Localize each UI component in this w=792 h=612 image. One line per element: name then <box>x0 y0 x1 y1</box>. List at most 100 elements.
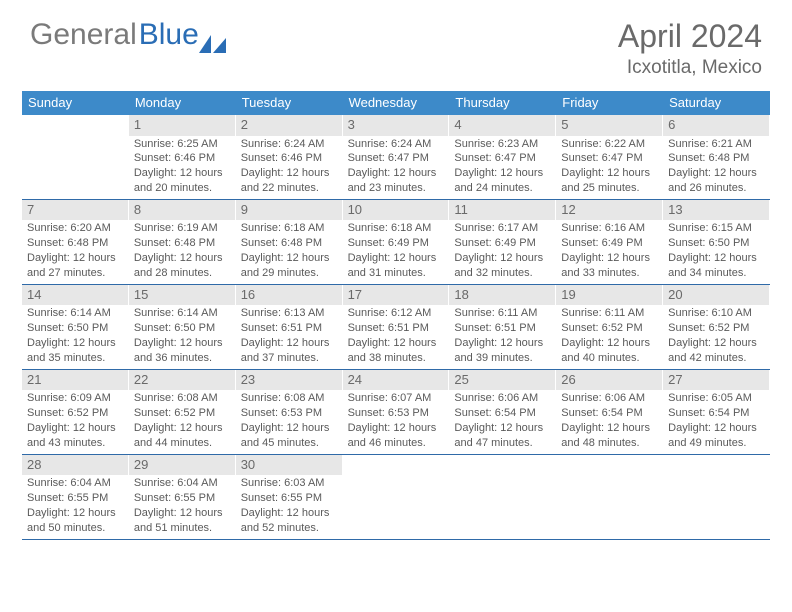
day-details: Sunrise: 6:11 AMSunset: 6:52 PMDaylight:… <box>556 306 662 368</box>
day-cell: 5Sunrise: 6:22 AMSunset: 6:47 PMDaylight… <box>556 115 663 199</box>
dow-monday: Monday <box>129 91 236 115</box>
day-details: Sunrise: 6:15 AMSunset: 6:50 PMDaylight:… <box>663 221 769 283</box>
dow-saturday: Saturday <box>663 91 770 115</box>
day-cell: 28Sunrise: 6:04 AMSunset: 6:55 PMDayligh… <box>22 455 129 539</box>
day-cell: 29Sunrise: 6:04 AMSunset: 6:55 PMDayligh… <box>129 455 236 539</box>
day-details: Sunrise: 6:10 AMSunset: 6:52 PMDaylight:… <box>663 306 769 368</box>
day-details: Sunrise: 6:08 AMSunset: 6:52 PMDaylight:… <box>129 391 235 453</box>
day-of-week-header: SundayMondayTuesdayWednesdayThursdayFrid… <box>22 91 770 115</box>
dow-tuesday: Tuesday <box>236 91 343 115</box>
week-row: 21Sunrise: 6:09 AMSunset: 6:52 PMDayligh… <box>22 370 770 455</box>
day-cell: 10Sunrise: 6:18 AMSunset: 6:49 PMDayligh… <box>343 200 450 284</box>
day-cell: 30Sunrise: 6:03 AMSunset: 6:55 PMDayligh… <box>236 455 343 539</box>
day-cell: 20Sunrise: 6:10 AMSunset: 6:52 PMDayligh… <box>663 285 770 369</box>
day-number: 1 <box>129 115 235 136</box>
month-title: April 2024 <box>618 18 762 55</box>
day-details: Sunrise: 6:16 AMSunset: 6:49 PMDaylight:… <box>556 221 662 283</box>
day-number: 4 <box>449 115 555 136</box>
brand-part1: General <box>30 18 137 52</box>
day-details: Sunrise: 6:07 AMSunset: 6:53 PMDaylight:… <box>343 391 449 453</box>
day-cell <box>343 455 450 539</box>
calendar: SundayMondayTuesdayWednesdayThursdayFrid… <box>22 91 770 540</box>
day-details: Sunrise: 6:24 AMSunset: 6:46 PMDaylight:… <box>236 137 342 199</box>
day-number: 2 <box>236 115 342 136</box>
day-details: Sunrise: 6:20 AMSunset: 6:48 PMDaylight:… <box>22 221 128 283</box>
week-row: 28Sunrise: 6:04 AMSunset: 6:55 PMDayligh… <box>22 455 770 540</box>
day-cell: 1Sunrise: 6:25 AMSunset: 6:46 PMDaylight… <box>129 115 236 199</box>
day-number: 26 <box>556 370 662 391</box>
day-number: 17 <box>343 285 449 306</box>
day-cell <box>22 115 129 199</box>
day-cell: 8Sunrise: 6:19 AMSunset: 6:48 PMDaylight… <box>129 200 236 284</box>
brand-logo: GeneralBlue <box>30 18 227 52</box>
day-number: 15 <box>129 285 235 306</box>
page-header: GeneralBlue April 2024 Icxotitla, Mexico <box>0 0 792 87</box>
day-cell: 13Sunrise: 6:15 AMSunset: 6:50 PMDayligh… <box>663 200 770 284</box>
day-details: Sunrise: 6:21 AMSunset: 6:48 PMDaylight:… <box>663 137 769 199</box>
day-details: Sunrise: 6:06 AMSunset: 6:54 PMDaylight:… <box>449 391 555 453</box>
day-cell: 26Sunrise: 6:06 AMSunset: 6:54 PMDayligh… <box>556 370 663 454</box>
day-number: 13 <box>663 200 769 221</box>
brand-part2: Blue <box>139 18 199 52</box>
day-cell: 24Sunrise: 6:07 AMSunset: 6:53 PMDayligh… <box>343 370 450 454</box>
location-label: Icxotitla, Mexico <box>618 57 762 79</box>
day-number: 23 <box>236 370 342 391</box>
day-cell: 7Sunrise: 6:20 AMSunset: 6:48 PMDaylight… <box>22 200 129 284</box>
day-details: Sunrise: 6:05 AMSunset: 6:54 PMDaylight:… <box>663 391 769 453</box>
day-details: Sunrise: 6:19 AMSunset: 6:48 PMDaylight:… <box>129 221 235 283</box>
day-cell: 11Sunrise: 6:17 AMSunset: 6:49 PMDayligh… <box>449 200 556 284</box>
day-details: Sunrise: 6:09 AMSunset: 6:52 PMDaylight:… <box>22 391 128 453</box>
day-details: Sunrise: 6:11 AMSunset: 6:51 PMDaylight:… <box>449 306 555 368</box>
day-cell <box>556 455 663 539</box>
day-number: 8 <box>129 200 235 221</box>
day-number: 18 <box>449 285 555 306</box>
day-details: Sunrise: 6:24 AMSunset: 6:47 PMDaylight:… <box>343 137 449 199</box>
day-details: Sunrise: 6:03 AMSunset: 6:55 PMDaylight:… <box>236 476 342 538</box>
day-details: Sunrise: 6:06 AMSunset: 6:54 PMDaylight:… <box>556 391 662 453</box>
day-number: 11 <box>449 200 555 221</box>
day-number: 25 <box>449 370 555 391</box>
day-details: Sunrise: 6:23 AMSunset: 6:47 PMDaylight:… <box>449 137 555 199</box>
day-number: 30 <box>236 455 342 476</box>
day-number: 22 <box>129 370 235 391</box>
day-number: 24 <box>343 370 449 391</box>
day-cell <box>449 455 556 539</box>
day-number: 28 <box>22 455 128 476</box>
weeks-container: 1Sunrise: 6:25 AMSunset: 6:46 PMDaylight… <box>22 115 770 540</box>
day-number: 14 <box>22 285 128 306</box>
day-details: Sunrise: 6:12 AMSunset: 6:51 PMDaylight:… <box>343 306 449 368</box>
day-cell: 19Sunrise: 6:11 AMSunset: 6:52 PMDayligh… <box>556 285 663 369</box>
day-cell: 9Sunrise: 6:18 AMSunset: 6:48 PMDaylight… <box>236 200 343 284</box>
dow-thursday: Thursday <box>449 91 556 115</box>
day-number: 21 <box>22 370 128 391</box>
day-number: 29 <box>129 455 235 476</box>
day-cell: 27Sunrise: 6:05 AMSunset: 6:54 PMDayligh… <box>663 370 770 454</box>
dow-wednesday: Wednesday <box>343 91 450 115</box>
day-cell: 12Sunrise: 6:16 AMSunset: 6:49 PMDayligh… <box>556 200 663 284</box>
day-details: Sunrise: 6:14 AMSunset: 6:50 PMDaylight:… <box>129 306 235 368</box>
day-cell: 14Sunrise: 6:14 AMSunset: 6:50 PMDayligh… <box>22 285 129 369</box>
day-number: 5 <box>556 115 662 136</box>
day-cell: 22Sunrise: 6:08 AMSunset: 6:52 PMDayligh… <box>129 370 236 454</box>
day-details: Sunrise: 6:25 AMSunset: 6:46 PMDaylight:… <box>129 137 235 199</box>
dow-friday: Friday <box>556 91 663 115</box>
day-details: Sunrise: 6:14 AMSunset: 6:50 PMDaylight:… <box>22 306 128 368</box>
day-cell: 4Sunrise: 6:23 AMSunset: 6:47 PMDaylight… <box>449 115 556 199</box>
day-cell: 17Sunrise: 6:12 AMSunset: 6:51 PMDayligh… <box>343 285 450 369</box>
day-details: Sunrise: 6:04 AMSunset: 6:55 PMDaylight:… <box>22 476 128 538</box>
week-row: 14Sunrise: 6:14 AMSunset: 6:50 PMDayligh… <box>22 285 770 370</box>
day-number: 6 <box>663 115 769 136</box>
day-details: Sunrise: 6:13 AMSunset: 6:51 PMDaylight:… <box>236 306 342 368</box>
week-row: 7Sunrise: 6:20 AMSunset: 6:48 PMDaylight… <box>22 200 770 285</box>
day-cell: 15Sunrise: 6:14 AMSunset: 6:50 PMDayligh… <box>129 285 236 369</box>
day-details: Sunrise: 6:18 AMSunset: 6:49 PMDaylight:… <box>343 221 449 283</box>
day-cell: 25Sunrise: 6:06 AMSunset: 6:54 PMDayligh… <box>449 370 556 454</box>
day-number: 7 <box>22 200 128 221</box>
day-number: 20 <box>663 285 769 306</box>
day-cell: 3Sunrise: 6:24 AMSunset: 6:47 PMDaylight… <box>343 115 450 199</box>
day-cell: 18Sunrise: 6:11 AMSunset: 6:51 PMDayligh… <box>449 285 556 369</box>
day-number: 10 <box>343 200 449 221</box>
week-row: 1Sunrise: 6:25 AMSunset: 6:46 PMDaylight… <box>22 115 770 200</box>
title-block: April 2024 Icxotitla, Mexico <box>618 18 762 79</box>
day-number: 19 <box>556 285 662 306</box>
